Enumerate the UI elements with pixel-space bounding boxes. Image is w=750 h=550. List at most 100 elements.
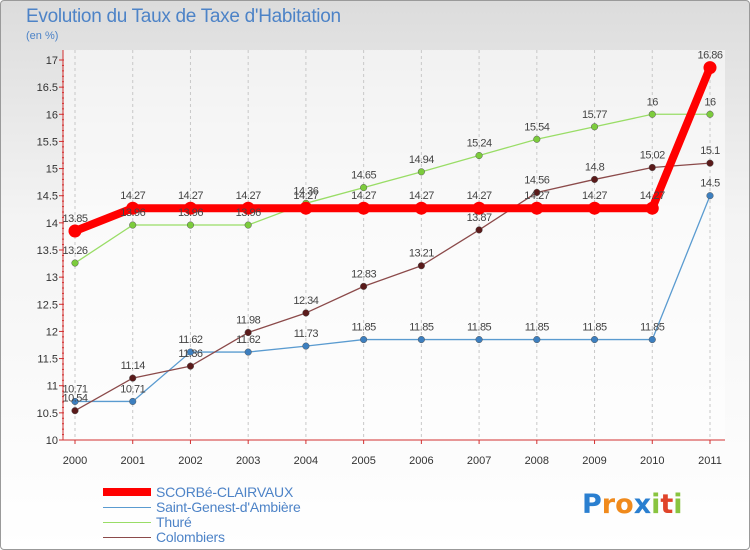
- legend-swatch-saint-genest: [103, 507, 151, 508]
- data-point: [533, 336, 541, 344]
- y-tick-label: 14: [46, 218, 58, 230]
- data-point: [241, 201, 255, 215]
- data-label: 14.27: [293, 190, 318, 202]
- data-label: 14.36: [293, 185, 318, 197]
- data-label: 14.65: [351, 170, 376, 182]
- data-point: [244, 348, 252, 356]
- data-point: [302, 342, 310, 350]
- data-point: [71, 397, 79, 406]
- data-point: [417, 168, 425, 176]
- data-label: 15.24: [467, 138, 492, 150]
- data-label: 11.36: [178, 348, 203, 360]
- data-label: 11.62: [236, 334, 261, 346]
- data-point: [244, 328, 252, 337]
- data-point: [533, 188, 541, 197]
- data-label: 11.62: [178, 334, 203, 346]
- series-line: [74, 195, 711, 403]
- y-tick-label: 16: [46, 109, 58, 121]
- y-tick-label: 13.5: [37, 245, 58, 257]
- x-tick-label: 2005: [351, 455, 375, 467]
- data-label: 16: [647, 96, 659, 108]
- data-point: [533, 135, 541, 143]
- data-point: [706, 192, 714, 200]
- data-point: [302, 309, 310, 317]
- data-label: 14.27: [178, 190, 203, 202]
- chart-legend: SCORBé-CLAIRVAUX Saint-Genest-d'Ambière …: [103, 484, 363, 545]
- data-label: 11.85: [352, 322, 377, 334]
- legend-item-colombiers: Colombiers: [103, 529, 363, 545]
- data-label: 11.85: [582, 322, 607, 334]
- y-tick-label: 10: [46, 435, 58, 447]
- legend-swatch-colombiers: [103, 537, 151, 538]
- chart-title: Evolution du Taux de Taxe d'Habitation: [26, 6, 341, 27]
- data-label: 10.54: [62, 393, 87, 405]
- legend-swatch-thure: [103, 522, 151, 523]
- data-label: 15.1: [700, 145, 720, 157]
- data-point: [590, 336, 599, 344]
- data-label: 11.85: [409, 322, 434, 334]
- x-tick-label: 2011: [698, 455, 722, 467]
- data-point: [475, 336, 483, 344]
- data-point: [414, 201, 428, 215]
- data-label: 13.21: [409, 248, 434, 260]
- data-point: [648, 110, 656, 118]
- data-point: [588, 201, 602, 215]
- y-tick-label: 12.5: [37, 299, 58, 311]
- plot-area: [63, 50, 725, 440]
- y-tick-label: 15.5: [37, 136, 58, 148]
- data-label: 14.27: [120, 190, 145, 202]
- data-label: 14.27: [236, 190, 261, 202]
- data-label: 14.27: [524, 190, 549, 202]
- data-label: 14.8: [585, 161, 605, 173]
- legend-label-colombiers: Colombiers: [156, 529, 225, 545]
- data-point: [472, 201, 486, 215]
- x-tick-label: 2007: [467, 455, 491, 467]
- legend-label-thure: Thuré: [156, 514, 192, 530]
- data-point: [126, 201, 140, 215]
- data-label: 14.27: [467, 190, 492, 202]
- data-label: 13.96: [236, 207, 261, 219]
- data-point: [530, 201, 544, 215]
- data-point: [590, 123, 599, 131]
- y-tick-label: 10.5: [37, 408, 58, 420]
- x-tick-label: 2000: [63, 455, 87, 467]
- data-point: [703, 61, 717, 75]
- data-label: 15.54: [524, 121, 549, 133]
- data-label: 13.85: [62, 213, 87, 225]
- series-line: [71, 63, 714, 235]
- x-tick-label: 2004: [294, 455, 318, 467]
- x-tick-label: 2009: [582, 455, 606, 467]
- data-point: [590, 175, 599, 183]
- chart-subtitle: (en %): [26, 30, 59, 42]
- legend-item-saint-genest: Saint-Genest-d'Ambière: [103, 499, 363, 515]
- data-label: 14.27: [640, 190, 665, 202]
- legend-item-thure: Thuré: [103, 514, 363, 530]
- data-label: 15.77: [582, 109, 607, 121]
- data-point: [71, 407, 79, 415]
- data-label: 11.14: [121, 360, 146, 372]
- legend-swatch-scorbe-clairvaux: [103, 488, 151, 496]
- data-label: 11.85: [640, 322, 665, 334]
- data-point: [186, 348, 195, 356]
- data-label: 16.86: [697, 50, 722, 62]
- data-label: 14.94: [409, 154, 434, 166]
- data-point: [648, 163, 656, 172]
- x-tick-label: 2010: [640, 455, 664, 467]
- data-point: [68, 224, 82, 238]
- data-label: 11.85: [467, 322, 492, 334]
- data-point: [186, 362, 195, 370]
- data-label: 13.87: [467, 212, 492, 224]
- data-point: [475, 151, 483, 160]
- data-label: 11.73: [294, 328, 319, 340]
- data-point: [645, 201, 659, 215]
- data-point: [360, 184, 368, 192]
- legend-label-saint-genest: Saint-Genest-d'Ambière: [156, 499, 301, 515]
- data-point: [417, 336, 425, 344]
- x-tick-label: 2003: [236, 455, 260, 467]
- data-point: [360, 336, 368, 344]
- data-label: 13.96: [178, 207, 203, 219]
- y-tick-label: 12: [46, 326, 58, 338]
- data-label: 14.27: [409, 190, 434, 202]
- data-label: 14.5: [700, 178, 720, 190]
